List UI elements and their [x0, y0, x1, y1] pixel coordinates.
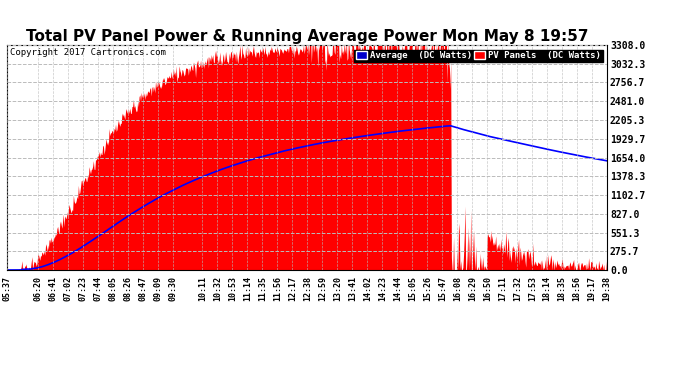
Title: Total PV Panel Power & Running Average Power Mon May 8 19:57: Total PV Panel Power & Running Average P…: [26, 29, 589, 44]
Text: Copyright 2017 Cartronics.com: Copyright 2017 Cartronics.com: [10, 48, 166, 57]
Legend: Average  (DC Watts), PV Panels  (DC Watts): Average (DC Watts), PV Panels (DC Watts): [354, 50, 602, 62]
